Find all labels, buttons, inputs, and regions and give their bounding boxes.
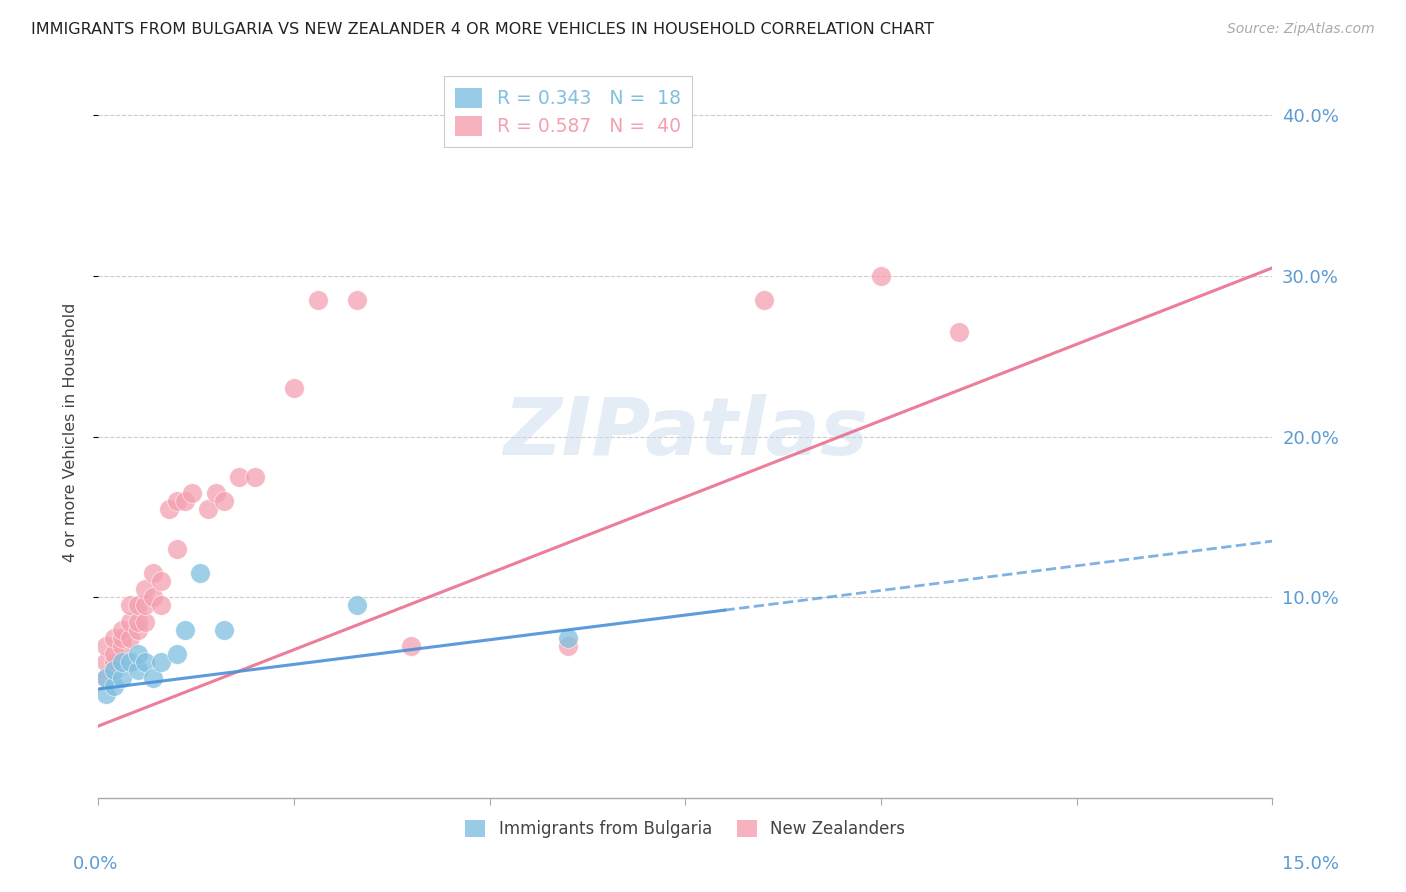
Point <box>557 639 579 653</box>
Point <box>346 599 368 613</box>
Text: 15.0%: 15.0% <box>1282 855 1339 872</box>
Point <box>752 293 775 307</box>
Point <box>948 325 970 339</box>
Point <box>103 655 125 669</box>
Point <box>103 631 125 645</box>
Point <box>103 663 125 677</box>
Point <box>111 623 134 637</box>
Point <box>557 631 579 645</box>
Point <box>111 671 134 685</box>
Legend: Immigrants from Bulgaria, New Zealanders: Immigrants from Bulgaria, New Zealanders <box>458 814 912 845</box>
Point <box>96 687 118 701</box>
Point <box>96 639 118 653</box>
Point <box>127 599 149 613</box>
Point <box>157 502 180 516</box>
Text: ZIPatlas: ZIPatlas <box>503 393 868 472</box>
Point <box>346 293 368 307</box>
Point <box>142 671 165 685</box>
Point <box>212 494 235 508</box>
Point <box>173 623 195 637</box>
Point <box>166 647 188 661</box>
Point <box>134 615 156 629</box>
Point <box>103 679 125 693</box>
Point <box>127 623 149 637</box>
Point <box>243 470 266 484</box>
Point <box>188 566 211 581</box>
Point <box>134 599 156 613</box>
Point <box>111 631 134 645</box>
Point <box>142 566 165 581</box>
Point <box>96 671 118 685</box>
Point <box>307 293 329 307</box>
Point <box>118 631 141 645</box>
Point <box>283 381 305 395</box>
Point <box>166 494 188 508</box>
Point <box>96 655 118 669</box>
Point <box>96 671 118 685</box>
Point <box>870 268 893 283</box>
Point <box>118 655 141 669</box>
Point <box>142 591 165 605</box>
Point <box>118 599 141 613</box>
Point <box>150 655 173 669</box>
Point <box>181 486 204 500</box>
Y-axis label: 4 or more Vehicles in Household: 4 or more Vehicles in Household <box>63 303 77 562</box>
Point <box>127 663 149 677</box>
Point <box>134 582 156 597</box>
Point <box>103 647 125 661</box>
Text: IMMIGRANTS FROM BULGARIA VS NEW ZEALANDER 4 OR MORE VEHICLES IN HOUSEHOLD CORREL: IMMIGRANTS FROM BULGARIA VS NEW ZEALANDE… <box>31 22 934 37</box>
Point <box>150 574 173 589</box>
Text: 0.0%: 0.0% <box>73 855 118 872</box>
Point <box>111 639 134 653</box>
Point <box>166 542 188 557</box>
Point <box>118 615 141 629</box>
Point <box>111 655 134 669</box>
Point <box>173 494 195 508</box>
Text: Source: ZipAtlas.com: Source: ZipAtlas.com <box>1227 22 1375 37</box>
Point <box>401 639 423 653</box>
Point <box>150 599 173 613</box>
Point <box>197 502 219 516</box>
Point <box>228 470 250 484</box>
Point <box>127 615 149 629</box>
Point <box>134 655 156 669</box>
Point <box>205 486 228 500</box>
Point <box>212 623 235 637</box>
Point <box>127 647 149 661</box>
